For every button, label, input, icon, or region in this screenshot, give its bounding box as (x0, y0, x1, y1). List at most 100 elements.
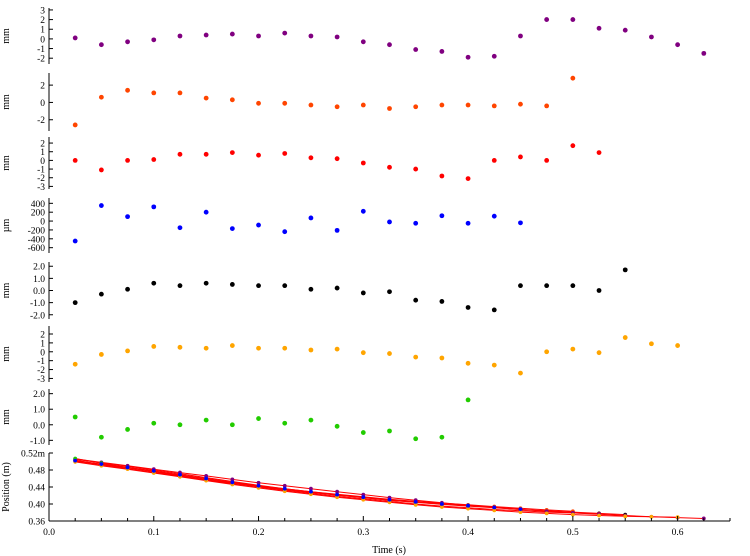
data-point (491, 362, 497, 368)
data-point (675, 42, 681, 48)
trajectory-point (309, 489, 313, 494)
x-axis-label: Time (s) (372, 545, 406, 556)
x-tick-label: 0.6 (672, 528, 684, 538)
data-point (72, 238, 78, 244)
data-point (413, 354, 419, 360)
data-point (229, 150, 235, 156)
data-point (360, 430, 366, 435)
data-point (177, 225, 183, 231)
data-point (282, 100, 288, 106)
trajectory-point (597, 513, 601, 518)
data-point (203, 209, 209, 215)
trajectory-point (413, 499, 418, 504)
panel-3: 210-1-2-3 mm (1, 137, 602, 193)
trajectory-line (75, 459, 626, 516)
trajectory-point (204, 476, 209, 481)
y-tick-label: -2 (37, 366, 45, 376)
trajectory-line (75, 458, 573, 512)
data-point (125, 39, 130, 45)
data-point (334, 34, 340, 40)
trajectory-point (125, 465, 130, 470)
data-point (203, 280, 209, 286)
data-point (177, 422, 183, 428)
data-point (622, 267, 628, 273)
data-point (256, 345, 261, 351)
data-point (570, 143, 576, 149)
trajectory-point (466, 503, 470, 508)
data-point (151, 157, 157, 162)
data-point (98, 203, 104, 208)
data-point (622, 27, 628, 33)
panel-6: 210-1-2-3 mm (1, 326, 681, 385)
y-tick-label: -3 (37, 375, 45, 385)
trajectory-point (73, 458, 78, 463)
data-point (491, 213, 497, 219)
trajectory-point (309, 486, 313, 491)
data-point (334, 227, 340, 233)
data-point (334, 423, 340, 429)
y-tick-label: 0 (40, 157, 45, 167)
y-axis-label: µm (1, 219, 12, 233)
data-point (439, 173, 445, 179)
data-point (387, 428, 392, 434)
y-tick-label: 2 (40, 82, 45, 92)
data-point (203, 417, 209, 423)
x-tick-label: 0.3 (357, 528, 369, 538)
data-point (125, 158, 130, 163)
y-tick-label: -1.0 (30, 437, 45, 447)
trajectory-point (492, 508, 497, 513)
data-point (98, 291, 104, 297)
data-point (177, 33, 183, 39)
data-point (465, 360, 471, 366)
data-point (413, 220, 419, 226)
data-point (413, 436, 419, 442)
data-point (518, 220, 523, 226)
data-point (413, 166, 419, 172)
data-point (596, 350, 602, 356)
data-point (570, 17, 576, 22)
data-point (256, 100, 261, 106)
y-axis-label: Position (m) (1, 462, 12, 512)
y-axis-label: mm (1, 346, 12, 362)
panel-8: 0.52m 0.48 0.44 0.40 0.36 Position (m) (1, 450, 706, 528)
y-tick-label: 0.0 (33, 287, 45, 297)
y-tick-label: 2.0 (33, 263, 45, 273)
data-point (544, 283, 550, 289)
x-tick-label: 0.1 (148, 528, 160, 538)
data-point (465, 176, 471, 182)
data-point (387, 106, 392, 111)
data-point (570, 346, 576, 352)
panel-5: 2.0 1.0 0.0 -1.0 -2.0 mm (1, 262, 628, 321)
trajectory-point (282, 486, 287, 491)
trajectory-point (230, 477, 235, 482)
trajectory-point (466, 506, 470, 511)
data-point (98, 167, 104, 173)
data-point (334, 346, 340, 352)
data-point (439, 299, 445, 304)
data-point (125, 286, 130, 292)
data-point (387, 164, 392, 170)
trajectory-point (570, 512, 575, 517)
data-point (308, 347, 314, 353)
trajectory-line (75, 458, 469, 507)
data-point (413, 47, 419, 52)
data-point (72, 122, 78, 128)
data-point (439, 49, 445, 54)
data-point (282, 151, 288, 156)
trajectory-point (335, 492, 340, 497)
data-point (308, 417, 314, 423)
data-point (518, 33, 523, 39)
data-point (125, 427, 130, 432)
data-point (439, 102, 445, 108)
data-point (151, 344, 157, 349)
data-point (387, 42, 392, 48)
panel-7: 2.0 1.0 0.0 -1.0 mm (1, 389, 471, 447)
data-point (360, 290, 366, 296)
y-tick-label: -1 (37, 45, 45, 55)
data-point (360, 160, 366, 166)
data-point (98, 42, 104, 48)
data-point (387, 219, 392, 225)
data-point (229, 343, 235, 348)
data-point (334, 156, 340, 162)
